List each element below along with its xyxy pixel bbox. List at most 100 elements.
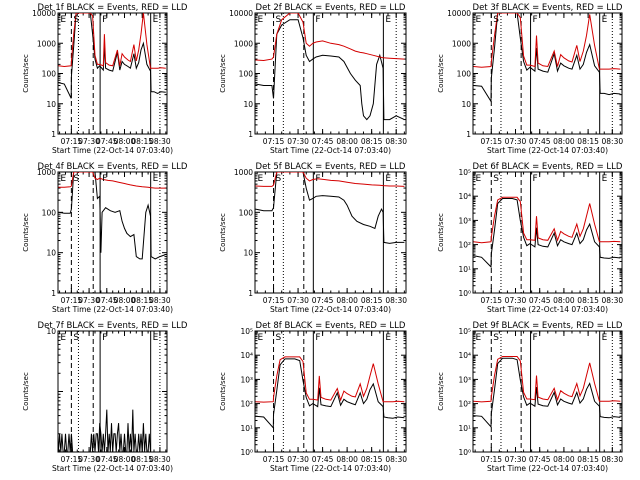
lld-series-line xyxy=(473,13,621,70)
x-tick-label: 08:00 xyxy=(114,455,136,464)
y-tick-label: 10⁵ xyxy=(458,327,471,336)
phase-marker-label: S xyxy=(493,174,499,184)
x-tick-label: 07:30 xyxy=(505,296,527,305)
x-tick-label: 08:15 xyxy=(361,137,383,146)
y-tick-label: 1000 xyxy=(452,39,471,48)
x-tick-label: 08:15 xyxy=(131,455,153,464)
phase-marker-label: S xyxy=(73,174,79,184)
y-tick-label: 1 xyxy=(248,289,253,298)
phase-marker-label: E xyxy=(385,174,391,184)
phase-marker-label: E xyxy=(602,333,608,343)
phase-marker-label: F xyxy=(102,174,107,184)
events-series-line xyxy=(58,409,151,452)
y-tick-label: 10⁰ xyxy=(240,448,253,457)
y-tick-label: 1 xyxy=(466,130,471,139)
detector-panel: Det 3f BLACK = Events, RED = LLD 1 10 100 10… xyxy=(437,3,623,155)
x-tick-label: 07:15 xyxy=(61,137,83,146)
x-tick-label: 08:30 xyxy=(602,455,624,464)
y-tick-label: 10² xyxy=(458,400,471,409)
y-tick-label: 10³ xyxy=(458,375,471,384)
x-tick-label: 08:00 xyxy=(553,137,575,146)
x-tick-label: 07:15 xyxy=(61,455,83,464)
phase-marker-label: F xyxy=(102,333,107,343)
x-tick-label: 08:15 xyxy=(131,296,153,305)
panel-title: Det 7f BLACK = Events, RED = LLD xyxy=(38,321,188,331)
detector-panel: Det 2f BLACK = Events, RED = LLD 1 10 100 10… xyxy=(219,3,407,155)
x-tick-label: 08:15 xyxy=(577,296,599,305)
phase-marker-label: E xyxy=(385,333,391,343)
y-tick-label: 10 xyxy=(46,249,56,258)
y-tick-label: 1 xyxy=(51,130,56,139)
lld-series-line xyxy=(255,172,405,187)
x-axis-label: Start Time (22-Oct-14 07:03:40) xyxy=(487,464,608,473)
y-axis-label: Counts/sec xyxy=(437,372,445,411)
x-tick-label: 08:15 xyxy=(131,137,153,146)
x-tick-label: 08:30 xyxy=(149,455,171,464)
x-tick-label: 08:15 xyxy=(361,455,383,464)
x-tick-label: 07:30 xyxy=(505,455,527,464)
x-axis-label: Start Time (22-Oct-14 07:03:40) xyxy=(52,146,173,155)
events-series-line xyxy=(473,357,621,429)
y-tick-label: 1 xyxy=(248,130,253,139)
y-tick-label: 10¹ xyxy=(458,424,471,433)
y-tick-label: 100 xyxy=(457,70,472,79)
y-tick-label: 10² xyxy=(458,241,471,250)
x-tick-label: 07:45 xyxy=(529,137,551,146)
phase-marker-label: E xyxy=(60,174,66,184)
x-axis-label: Start Time (22-Oct-14 07:03:40) xyxy=(52,305,173,314)
x-axis-label: Start Time (22-Oct-14 07:03:40) xyxy=(270,146,391,155)
detector-panel: Det 8f BLACK = Events, RED = LLD 10⁰ 10¹ 10… xyxy=(219,321,407,473)
x-axis-label: Start Time (22-Oct-14 07:03:40) xyxy=(487,146,608,155)
panel-title: Det 1f BLACK = Events, RED = LLD xyxy=(38,3,188,13)
x-tick-label: 08:00 xyxy=(553,296,575,305)
detector-panel: Det 9f BLACK = Events, RED = LLD 10⁰ 10¹ 10… xyxy=(437,321,623,473)
phase-marker-label: E xyxy=(153,15,159,25)
y-tick-label: 10² xyxy=(240,400,253,409)
events-series-line xyxy=(255,19,405,121)
phase-marker-label: E xyxy=(153,333,159,343)
y-tick-label: 10⁴ xyxy=(458,351,471,360)
phase-marker-label: S xyxy=(493,15,499,25)
x-tick-label: 08:30 xyxy=(385,455,407,464)
y-tick-label: 10⁴ xyxy=(240,351,253,360)
x-tick-label: 08:15 xyxy=(361,296,383,305)
panel-title: Det 5f BLACK = Events, RED = LLD xyxy=(256,162,406,172)
lld-series-line xyxy=(473,196,621,244)
y-tick-label: 1000 xyxy=(234,168,253,177)
x-tick-label: 07:30 xyxy=(505,137,527,146)
y-tick-label: 10000 xyxy=(447,9,471,18)
x-tick-label: 07:15 xyxy=(61,296,83,305)
x-tick-label: 07:30 xyxy=(78,296,100,305)
y-tick-label: 10³ xyxy=(458,216,471,225)
x-tick-label: 08:30 xyxy=(385,137,407,146)
x-tick-label: 08:00 xyxy=(553,455,575,464)
y-tick-label: 10¹ xyxy=(458,265,471,274)
detector-panel: Det 6f BLACK = Events, RED = LLD 10⁰ 10¹ 10… xyxy=(437,162,623,314)
x-axis-label: Start Time (22-Oct-14 07:03:40) xyxy=(270,305,391,314)
events-series-line xyxy=(473,198,621,269)
x-tick-label: 07:45 xyxy=(96,137,118,146)
events-series-line xyxy=(255,172,405,244)
x-tick-label: 07:45 xyxy=(529,455,551,464)
y-tick-label: 1000 xyxy=(37,168,56,177)
y-tick-label: 100 xyxy=(239,208,254,217)
phase-marker-label: E xyxy=(476,333,482,343)
x-tick-label: 07:45 xyxy=(312,455,334,464)
y-tick-label: 10⁴ xyxy=(458,192,471,201)
phase-marker-label: F xyxy=(315,333,320,343)
x-tick-label: 07:45 xyxy=(96,455,118,464)
y-tick-label: 10000 xyxy=(229,9,253,18)
phase-marker-label: S xyxy=(493,333,499,343)
y-axis-label: Counts/sec xyxy=(22,213,30,252)
x-tick-label: 07:45 xyxy=(312,137,334,146)
x-tick-label: 07:15 xyxy=(263,455,285,464)
phase-marker-label: E xyxy=(258,15,264,25)
y-tick-label: 10⁵ xyxy=(458,168,471,177)
panel-title: Det 6f BLACK = Events, RED = LLD xyxy=(473,162,623,172)
x-tick-label: 08:30 xyxy=(149,296,171,305)
phase-marker-label: S xyxy=(276,174,282,184)
y-tick-label: 10⁰ xyxy=(458,289,471,298)
phase-marker-label: E xyxy=(258,174,264,184)
y-tick-label: 10⁵ xyxy=(240,327,253,336)
